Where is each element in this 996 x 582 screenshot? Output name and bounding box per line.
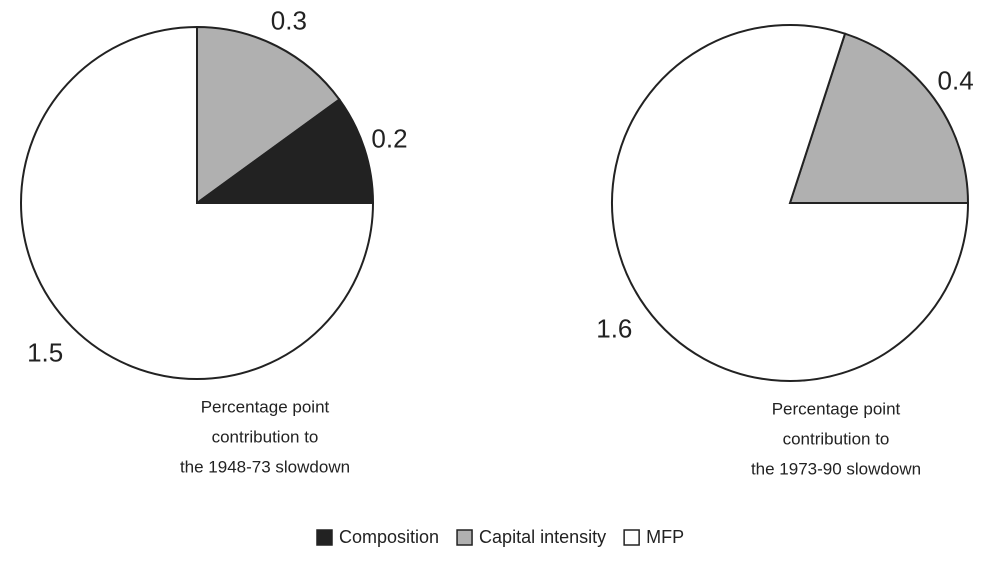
caption: contribution to [783, 429, 890, 448]
legend-label: Composition [339, 527, 439, 547]
caption: Percentage point [772, 399, 901, 418]
caption: contribution to [212, 427, 319, 446]
legend-label: MFP [646, 527, 684, 547]
value-label: 1.5 [27, 338, 63, 368]
caption: the 1948-73 slowdown [180, 457, 350, 476]
value-label: 0.4 [938, 66, 974, 96]
pie-slice [196, 25, 341, 205]
caption: the 1973-90 slowdown [751, 459, 921, 478]
legend-swatch [456, 529, 473, 546]
value-label: 1.6 [596, 314, 632, 344]
legend-swatch [623, 529, 640, 546]
pie-slice [611, 24, 970, 382]
legend-swatch [316, 529, 333, 546]
pie-slice [20, 25, 375, 380]
legend-label: Capital intensity [479, 527, 606, 547]
caption: Percentage point [201, 397, 330, 416]
pie-slice [788, 32, 970, 204]
pie-slice [193, 98, 375, 204]
value-label: 0.3 [271, 6, 307, 36]
value-label: 0.2 [371, 123, 407, 153]
